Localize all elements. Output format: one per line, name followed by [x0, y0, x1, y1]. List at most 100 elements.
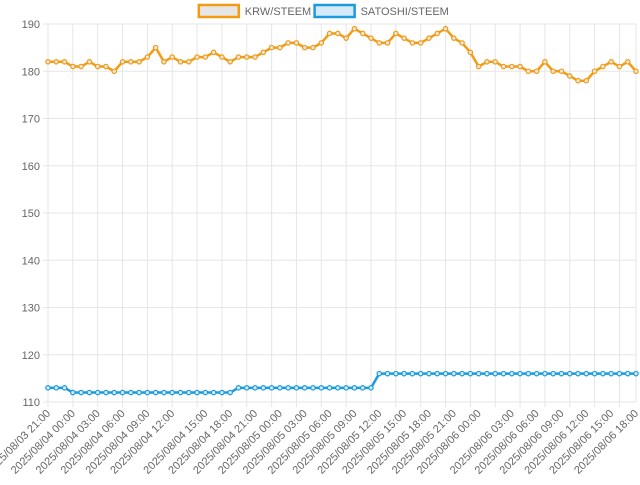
y-tick-label: 120: [22, 350, 40, 362]
data-point: [301, 385, 308, 391]
data-point: [318, 40, 325, 46]
data-point: [293, 40, 300, 46]
data-point: [442, 370, 449, 377]
data-point: [393, 370, 399, 377]
data-point: [542, 370, 548, 377]
data-point: [608, 58, 614, 65]
data-point: [401, 35, 407, 41]
data-point: [616, 63, 623, 70]
data-point: [301, 44, 308, 51]
data-point: [533, 370, 540, 377]
data-point: [434, 30, 441, 37]
data-point: [144, 389, 151, 396]
data-point: [542, 58, 548, 65]
data-point: [185, 58, 192, 65]
y-tick-label: 190: [22, 19, 40, 31]
data-point: [633, 68, 639, 75]
data-point: [119, 389, 126, 396]
data-point: [293, 385, 300, 391]
data-point: [409, 40, 416, 46]
y-tick-label: 170: [22, 114, 40, 126]
data-point: [177, 58, 184, 65]
legend-label: KRW/STEEM: [245, 6, 311, 18]
data-point: [128, 58, 134, 65]
data-point: [227, 389, 233, 396]
data-point: [169, 389, 176, 396]
data-point: [591, 68, 598, 75]
data-point: [260, 49, 267, 56]
series-layer: [45, 25, 639, 396]
data-point: [451, 370, 457, 377]
y-tick-label: 180: [22, 66, 40, 78]
data-point: [508, 370, 515, 377]
data-point: [484, 58, 490, 65]
data-point: [558, 68, 565, 75]
data-point: [177, 389, 184, 396]
data-point: [61, 385, 68, 391]
data-point: [45, 58, 51, 65]
data-point: [152, 389, 159, 396]
data-point: [426, 35, 432, 41]
data-point: [459, 40, 465, 46]
data-point: [558, 370, 565, 377]
data-point: [185, 389, 192, 396]
y-tick-label: 150: [22, 208, 40, 220]
legend-item: KRW/STEEM: [197, 3, 311, 19]
series-line-krw: [48, 27, 637, 82]
y-tick-label: 130: [22, 303, 40, 315]
data-point: [318, 385, 325, 391]
data-point: [235, 54, 242, 60]
data-point: [111, 68, 118, 75]
data-point: [326, 30, 333, 37]
data-point: [583, 370, 590, 377]
data-point: [376, 370, 383, 377]
data-point: [492, 58, 499, 65]
data-point: [359, 30, 366, 37]
data-point: [45, 385, 51, 391]
data-point: [86, 389, 93, 396]
data-point: [426, 370, 432, 377]
data-point: [475, 370, 482, 377]
data-point: [277, 44, 283, 51]
data-point: [566, 73, 573, 79]
data-point: [417, 370, 424, 377]
data-point: [86, 58, 93, 65]
data-point: [310, 385, 316, 391]
data-point: [161, 389, 167, 396]
data-point: [393, 30, 399, 37]
data-point: [600, 370, 606, 377]
data-point: [78, 63, 84, 70]
legend-swatch: [197, 3, 241, 19]
data-point: [210, 389, 217, 396]
grid: [43, 23, 637, 407]
legend-label: SATOSHI/STEEM: [361, 6, 449, 18]
data-point: [459, 370, 465, 377]
data-point: [243, 54, 250, 60]
data-point: [575, 77, 581, 84]
data-point: [285, 385, 291, 391]
data-point: [351, 385, 358, 391]
data-point: [202, 389, 209, 396]
data-point: [70, 389, 76, 396]
data-point: [194, 389, 200, 396]
data-point: [484, 370, 490, 377]
data-point: [70, 63, 76, 70]
data-point: [194, 54, 200, 60]
y-axis: 110 120 130 140 150 160 170 180 190: [22, 19, 40, 409]
data-point: [260, 385, 267, 391]
data-point: [136, 389, 142, 396]
data-point: [550, 68, 556, 75]
data-point: [583, 77, 590, 84]
data-point: [608, 370, 614, 377]
data-point: [252, 54, 258, 60]
data-point: [335, 385, 341, 391]
data-point: [417, 40, 424, 46]
data-point: [277, 385, 283, 391]
data-point: [103, 63, 109, 70]
y-tick-label: 140: [22, 255, 40, 267]
data-point: [335, 30, 341, 37]
data-point: [61, 58, 68, 65]
